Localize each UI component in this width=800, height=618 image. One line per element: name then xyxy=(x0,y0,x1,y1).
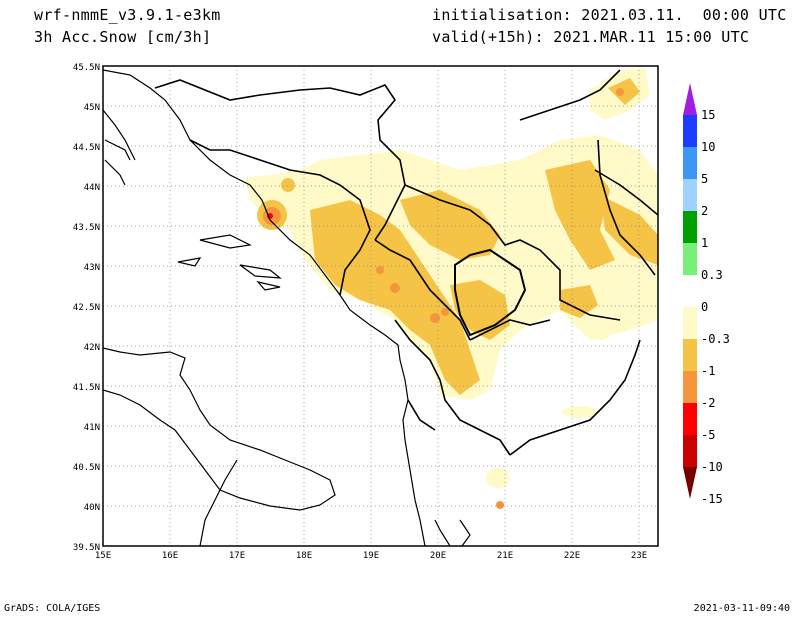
colorbar-swatch xyxy=(683,115,697,147)
model-title: wrf-nmmE_v3.9.1-e3km xyxy=(34,6,221,24)
colorbar-label: -0.3 xyxy=(701,332,730,346)
lat-label: 44.5N xyxy=(73,143,100,153)
init-time: initialisation: 2021.03.11. 00:00 UTC xyxy=(432,6,787,24)
kosovo-border xyxy=(454,248,527,337)
lon-label: 18E xyxy=(296,551,312,561)
borders xyxy=(154,69,658,456)
timestamp-text: 2021-03-11-09:40 xyxy=(693,603,790,614)
colorbar-swatch xyxy=(683,435,697,467)
snow-light xyxy=(245,68,658,488)
colorbar-swatch xyxy=(683,403,697,435)
colorbar-label: -10 xyxy=(701,460,723,474)
lat-axis: 45.5N 45N 44.5N 44N 43.5N 43N 42.5N 42N … xyxy=(73,63,100,553)
lat-label: 40N xyxy=(84,503,100,513)
colorbar-swatch xyxy=(683,179,697,211)
lon-label: 15E xyxy=(95,551,111,561)
lat-label: 42N xyxy=(84,343,100,353)
colorbar-label: 1 xyxy=(701,236,708,250)
lat-label: 43N xyxy=(84,263,100,273)
lon-label: 22E xyxy=(564,551,580,561)
colorbar-swatch xyxy=(683,371,697,403)
lat-label: 40.5N xyxy=(73,463,100,473)
colorbar-swatch xyxy=(683,307,697,339)
snow-fields xyxy=(103,66,658,546)
lat-label: 45N xyxy=(84,103,100,113)
lon-label: 21E xyxy=(497,551,513,561)
colorbar-label: -1 xyxy=(701,364,715,378)
colorbar: 15 10 5 2 1 0.3 0 -0.3 -1 -2 -5 -10 -15 xyxy=(683,83,730,506)
colorbar-label: -15 xyxy=(701,492,723,506)
colorbar-cap-bottom xyxy=(683,467,697,499)
colorbar-label: 2 xyxy=(701,204,708,218)
snow-medium xyxy=(257,78,658,395)
credit-text: GrADS: COLA/IGES xyxy=(4,603,101,614)
colorbar-swatch xyxy=(683,339,697,371)
variable-title: 3h Acc.Snow [cm/3h] xyxy=(34,28,212,46)
valid-time: valid(+15h): 2021.MAR.11 15:00 UTC xyxy=(432,28,750,46)
lat-label: 45.5N xyxy=(73,63,100,73)
colorbar-swatch xyxy=(683,243,697,275)
lon-label: 19E xyxy=(363,551,379,561)
lat-label: 39.5N xyxy=(73,543,100,553)
map-frame xyxy=(102,65,659,547)
lon-label: 20E xyxy=(430,551,446,561)
lat-label: 43.5N xyxy=(73,223,100,233)
colorbar-label: -2 xyxy=(701,396,715,410)
colorbar-label: 0.3 xyxy=(701,268,723,282)
lat-label: 41.5N xyxy=(73,383,100,393)
lon-label: 17E xyxy=(229,551,245,561)
colorbar-label: 15 xyxy=(701,108,715,122)
lon-axis: 15E 16E 17E 18E 19E 20E 21E 22E 23E xyxy=(95,551,647,561)
colorbar-cap-top xyxy=(683,83,697,115)
colorbar-label: 0 xyxy=(701,300,708,314)
colorbar-label: 10 xyxy=(701,140,715,154)
lat-label: 41N xyxy=(84,423,100,433)
lon-label: 16E xyxy=(162,551,178,561)
colorbar-swatch xyxy=(683,147,697,179)
colorbar-swatch xyxy=(683,211,697,243)
lon-label: 23E xyxy=(631,551,647,561)
colorbar-swatch xyxy=(683,275,697,307)
lat-label: 44N xyxy=(84,183,100,193)
coastlines xyxy=(103,69,471,546)
lat-label: 42.5N xyxy=(73,303,100,313)
colorbar-label: 5 xyxy=(701,172,708,186)
colorbar-label: -5 xyxy=(701,428,715,442)
